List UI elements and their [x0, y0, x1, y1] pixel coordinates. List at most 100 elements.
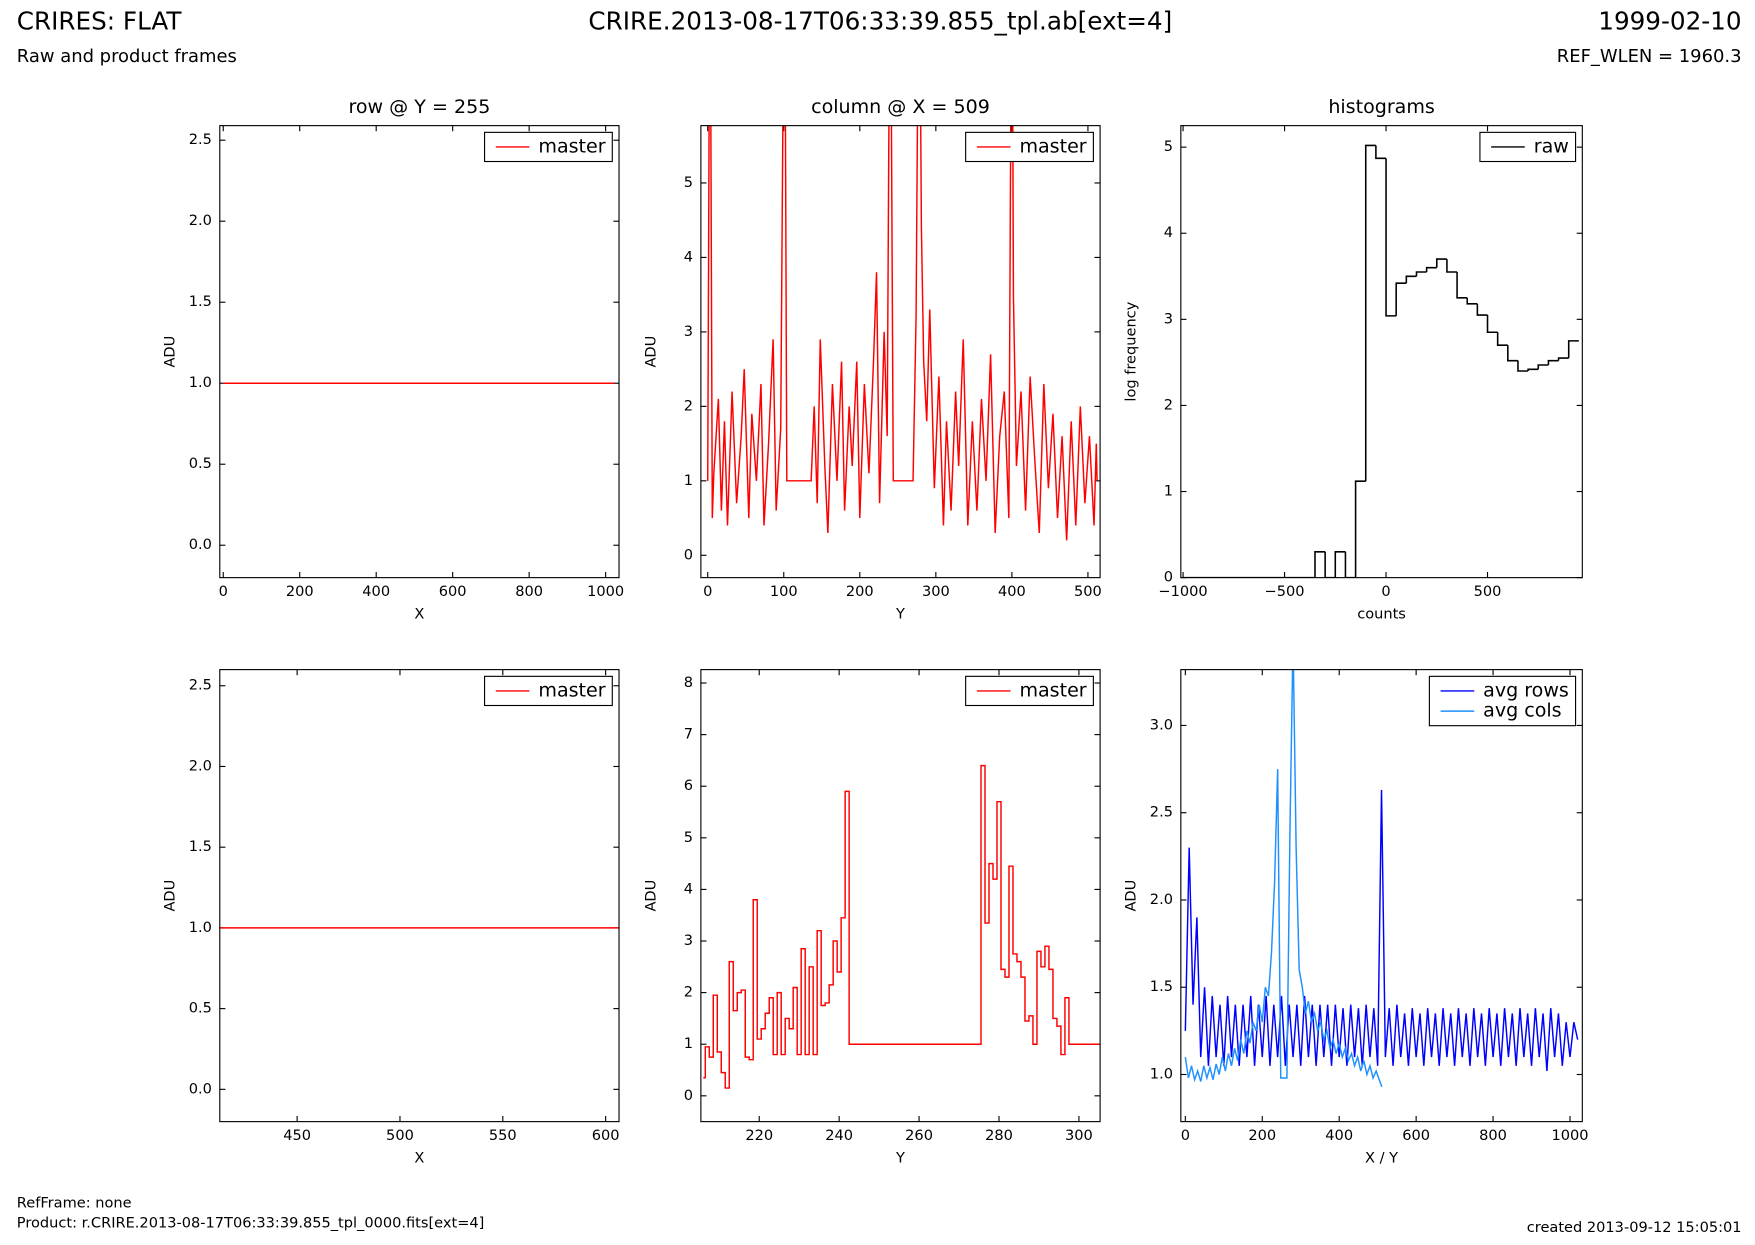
y-tick-label: 2: [1164, 396, 1173, 413]
x-tick-label: −500: [1265, 583, 1305, 600]
x-tick-label: 100: [770, 583, 798, 600]
hist-bin: [1415, 271, 1427, 277]
panel: row @ Y = 255 X ADU 0 200 400 600 800 1000 0.0 0.5…: [161, 96, 624, 622]
y-axis-label: ADU: [1122, 880, 1139, 912]
y-tick-label: 2.5: [189, 677, 212, 694]
x-tick-label: 800: [1479, 1127, 1507, 1144]
panel: column @ X = 509 Y ADU 0 100 200 300 400 500 0 1 2 3…: [643, 96, 1102, 623]
y-tick-label: 1: [684, 1035, 693, 1052]
hist-bin: [1375, 145, 1387, 160]
page-title: CRIRES: FLAT: [17, 6, 183, 35]
x-axis-label: Y: [895, 1150, 905, 1167]
x-tick-label: 800: [515, 583, 543, 600]
y-tick-label: 2.0: [189, 212, 212, 229]
x-tick-label: 600: [439, 583, 467, 600]
panel: Y ADU 220 240 260 280 300 0 1 2 3 4 5 6 7 8 master: [643, 669, 1101, 1167]
y-tick-label: 0: [684, 1087, 693, 1104]
y-tick-label: 2.0: [1150, 891, 1173, 908]
y-tick-label: 3: [684, 932, 693, 949]
y-tick-label: 1.0: [1150, 1065, 1173, 1082]
x-tick-label: 500: [1074, 583, 1102, 600]
x-tick-label: 600: [592, 1127, 620, 1144]
y-tick-label: 0: [684, 546, 693, 563]
x-tick-label: 200: [286, 583, 314, 600]
hist-bin: [1446, 259, 1458, 273]
y-tick-label: 2.5: [1150, 804, 1173, 821]
y-tick-label: 3.0: [1150, 716, 1173, 733]
file-name: CRIRE.2013-08-17T06:33:39.855_tpl.ab[ext…: [588, 6, 1172, 35]
hist-bin: [1496, 332, 1508, 346]
y-tick-label: 1.0: [189, 374, 212, 391]
legend: master: [965, 675, 1094, 707]
plot-area: [706, 125, 1098, 541]
plot-area: [1183, 144, 1579, 578]
y-axis-label: ADU: [643, 880, 660, 912]
hist-bin: [1344, 551, 1356, 578]
hist-bin: [1567, 340, 1579, 359]
data-line: [703, 764, 1101, 1089]
y-tick-label: 7: [684, 726, 693, 743]
y-tick-label: 0.5: [189, 455, 212, 472]
y-tick-label: 1.0: [189, 919, 212, 936]
y-tick-label: 1.5: [1150, 978, 1173, 995]
x-tick-label: 200: [1248, 1127, 1276, 1144]
x-tick-label: 400: [1325, 1127, 1353, 1144]
product: Product: r.CRIRE.2013-08-17T06:33:39.855…: [17, 1215, 485, 1232]
legend-label: master: [538, 679, 605, 701]
y-tick-label: 3: [1164, 310, 1173, 327]
y-tick-label: 5: [684, 829, 693, 846]
x-tick-label: 600: [1402, 1127, 1430, 1144]
panel: histograms counts log frequency −1000 −500 0 5…: [1122, 96, 1583, 623]
y-tick-label: 1.5: [189, 838, 212, 855]
hist-bin: [1547, 359, 1559, 365]
x-axis-label: X / Y: [1365, 1150, 1398, 1167]
hist-bin: [1334, 551, 1346, 578]
hist-bin: [1425, 266, 1437, 272]
x-tick-label: 300: [922, 583, 950, 600]
y-tick-label: 1: [1164, 483, 1173, 500]
y-tick-label: 0: [1164, 569, 1173, 586]
y-tick-label: 4: [684, 880, 693, 897]
y-tick-label: 0.5: [189, 1000, 212, 1017]
y-tick-label: 4: [684, 248, 693, 265]
panel-title: histograms: [1328, 96, 1434, 118]
legend: master: [965, 131, 1094, 163]
axes-frame: [1180, 669, 1583, 1123]
legend-label: master: [538, 135, 605, 157]
ref-frame: RefFrame: none: [17, 1194, 132, 1211]
panel: X ADU 450 500 550 600 0.0 0.5 1.0 1.5 2.0 2.5 master: [161, 669, 620, 1167]
y-tick-label: 6: [684, 777, 693, 794]
created: created 2013-09-12 15:05:01: [1527, 1219, 1742, 1236]
y-tick-label: 5: [684, 174, 693, 191]
x-tick-label: 0: [1381, 583, 1390, 600]
x-axis-label: Y: [895, 606, 905, 623]
axes-frame: [219, 125, 620, 579]
legend-label: raw: [1534, 135, 1569, 157]
axes-frame: [700, 669, 1101, 1123]
axes-frame: [700, 125, 1101, 579]
panel-title: column @ X = 509: [811, 96, 990, 118]
hist-bin: [1354, 480, 1366, 578]
page-subtitle: Raw and product frames: [17, 46, 237, 67]
hist-bin: [1314, 551, 1326, 578]
hist-bin: [1466, 297, 1478, 305]
x-tick-label: −1000: [1158, 583, 1207, 600]
y-tick-label: 1.5: [189, 293, 212, 310]
x-tick-label: 500: [386, 1127, 414, 1144]
y-tick-label: 4: [1164, 224, 1173, 241]
legend-frame: [1479, 131, 1577, 163]
legend: master: [484, 675, 613, 707]
hist-bin: [1486, 315, 1498, 334]
x-tick-label: 0: [703, 583, 712, 600]
hist-bin: [1527, 368, 1539, 371]
y-axis-label: ADU: [161, 336, 178, 368]
y-tick-label: 0.0: [189, 536, 212, 553]
data-line: [1184, 669, 1383, 1087]
y-tick-label: 2.0: [189, 757, 212, 774]
x-axis-label: X: [414, 1150, 424, 1167]
hist-bin: [1364, 144, 1376, 482]
x-axis-label: X: [414, 606, 424, 623]
x-tick-label: 550: [489, 1127, 517, 1144]
